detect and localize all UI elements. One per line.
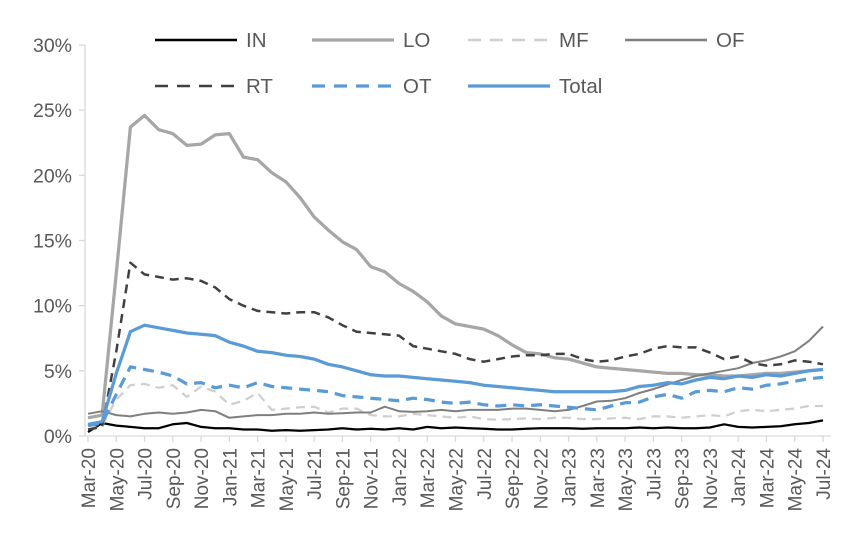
x-axis-label: Jul-23 <box>644 448 665 500</box>
series-line-RT <box>87 261 824 431</box>
x-axis-label: Sep-21 <box>333 448 354 509</box>
x-axis-label: Mar-21 <box>249 448 270 508</box>
series-line-OF <box>87 325 824 419</box>
x-axis-label: Sep-22 <box>503 448 524 509</box>
y-axis-label: 5% <box>44 361 72 383</box>
series-line-MF <box>87 382 823 431</box>
x-axis-label: May-21 <box>277 448 298 511</box>
x-axis-label: May-23 <box>616 448 637 511</box>
legend-label-MF: MF <box>559 29 589 52</box>
y-axis-label: 0% <box>44 426 72 448</box>
y-axis-label: 30% <box>33 35 72 57</box>
legend-label-LO: LO <box>403 29 430 52</box>
x-axis-label: Sep-20 <box>164 448 185 509</box>
y-axis-label: 10% <box>33 296 72 318</box>
x-axis-label: Nov-22 <box>531 448 552 509</box>
x-axis-label: Mar-20 <box>79 448 100 508</box>
x-axis-label: May-20 <box>107 448 128 511</box>
x-axis-label: May-24 <box>786 448 807 512</box>
x-axis-label: Mar-24 <box>757 448 778 509</box>
x-axis-label: Jul-21 <box>305 448 326 500</box>
legend-label-RT: RT <box>246 75 273 98</box>
x-axis-label: Jan-21 <box>220 448 241 506</box>
legend-label-OF: OF <box>716 29 744 52</box>
x-axis-label: May-22 <box>447 448 468 511</box>
y-axis-label: 20% <box>33 165 72 187</box>
x-axis-label: Jul-22 <box>475 448 496 500</box>
x-axis-label: Jan-24 <box>729 448 750 507</box>
y-axis-label: 25% <box>33 100 72 122</box>
x-axis-label: Jan-23 <box>560 448 581 506</box>
x-axis-label: Nov-23 <box>701 448 722 509</box>
x-axis-label: Mar-22 <box>418 448 439 508</box>
x-axis-label: Jul-20 <box>136 448 157 500</box>
legend-label-IN: IN <box>246 29 267 52</box>
x-axis-label: Jul-24 <box>814 448 835 500</box>
y-axis-label: 15% <box>33 231 72 253</box>
x-axis-label: Nov-21 <box>362 448 383 509</box>
legend-label-Total: Total <box>559 75 602 98</box>
series-line-Total <box>87 323 824 426</box>
series-line-IN <box>87 419 824 434</box>
x-axis-label: Nov-20 <box>192 448 213 509</box>
x-axis-label: Mar-23 <box>588 448 609 508</box>
legend-label-OT: OT <box>403 75 432 98</box>
x-axis-label: Sep-23 <box>673 448 694 509</box>
x-axis-label: Jan-22 <box>390 448 411 506</box>
